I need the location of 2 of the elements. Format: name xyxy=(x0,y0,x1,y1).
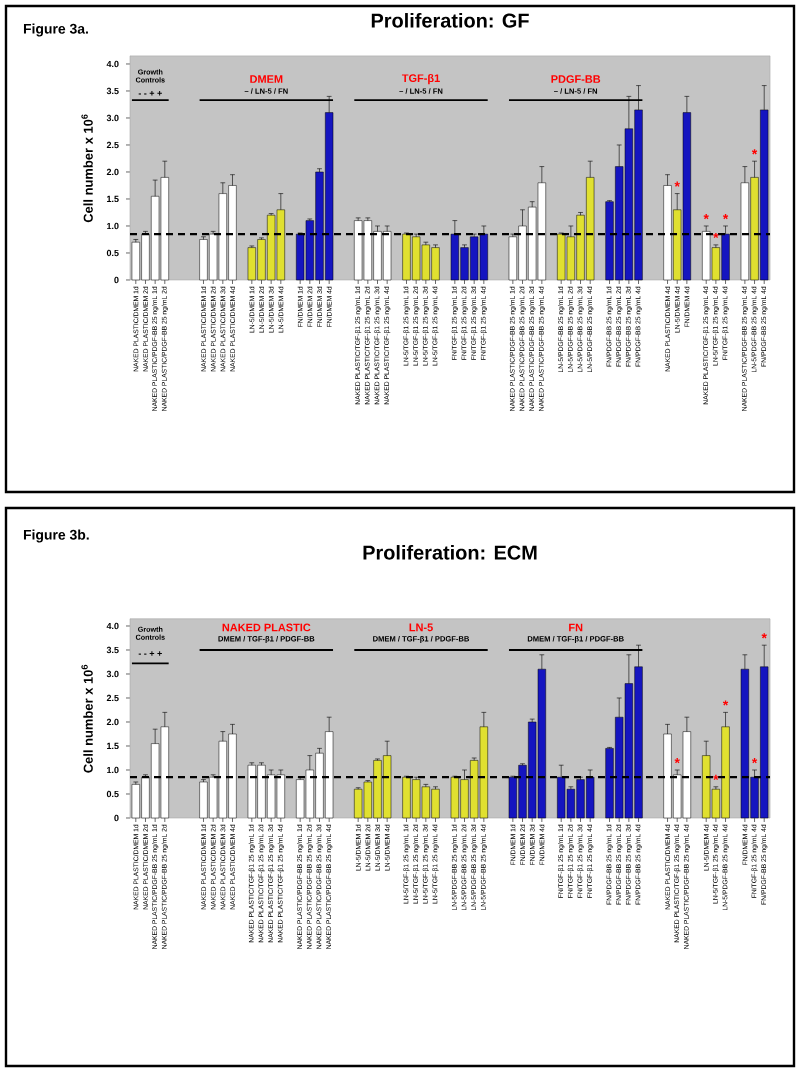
chart-title: Proliferation: GF xyxy=(371,13,529,28)
chart-title: Proliferation: ECM xyxy=(363,545,537,560)
